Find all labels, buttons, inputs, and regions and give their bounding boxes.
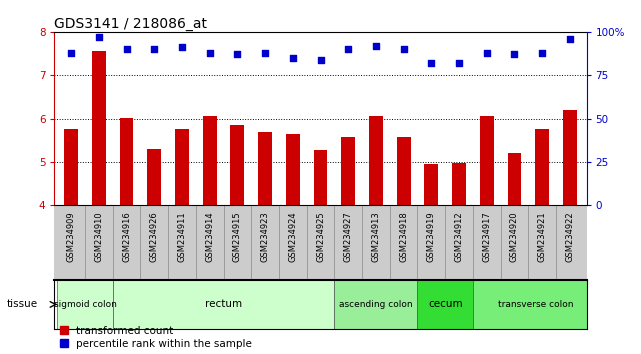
Text: GSM234910: GSM234910 <box>94 211 103 262</box>
Text: GSM234909: GSM234909 <box>67 211 76 262</box>
Point <box>399 46 409 52</box>
Text: GSM234925: GSM234925 <box>316 211 325 262</box>
Bar <box>397 137 410 205</box>
Text: GSM234915: GSM234915 <box>233 211 242 262</box>
Bar <box>480 115 494 205</box>
Bar <box>147 149 161 205</box>
Text: GSM234923: GSM234923 <box>261 211 270 262</box>
Point <box>260 50 271 56</box>
FancyBboxPatch shape <box>57 280 113 329</box>
Text: GDS3141 / 218086_at: GDS3141 / 218086_at <box>54 17 208 31</box>
Text: GSM234927: GSM234927 <box>344 211 353 262</box>
Point <box>315 57 326 62</box>
Text: GSM234913: GSM234913 <box>371 211 380 262</box>
Point <box>426 60 437 66</box>
Legend: transformed count, percentile rank within the sample: transformed count, percentile rank withi… <box>60 326 253 349</box>
Text: GSM234916: GSM234916 <box>122 211 131 262</box>
Point <box>565 36 575 42</box>
Text: sigmoid colon: sigmoid colon <box>54 300 117 309</box>
Point <box>94 34 104 40</box>
Point <box>481 50 492 56</box>
Bar <box>341 137 355 205</box>
Text: GSM234911: GSM234911 <box>178 211 187 262</box>
Text: GSM234920: GSM234920 <box>510 211 519 262</box>
Point <box>288 55 298 61</box>
Text: GSM234924: GSM234924 <box>288 211 297 262</box>
Text: rectum: rectum <box>205 299 242 309</box>
Text: transverse colon: transverse colon <box>497 300 573 309</box>
Point <box>177 45 187 50</box>
FancyBboxPatch shape <box>335 280 417 329</box>
Bar <box>175 130 189 205</box>
Text: GSM234926: GSM234926 <box>150 211 159 262</box>
Point <box>149 46 160 52</box>
Point <box>454 60 464 66</box>
Bar <box>258 132 272 205</box>
Bar <box>424 164 438 205</box>
Bar <box>535 130 549 205</box>
Point <box>66 50 76 56</box>
FancyBboxPatch shape <box>113 280 335 329</box>
Bar <box>313 150 328 205</box>
Point <box>537 50 547 56</box>
Bar <box>231 125 244 205</box>
Point <box>232 52 242 57</box>
Bar <box>92 51 106 205</box>
Bar <box>508 153 521 205</box>
Text: GSM234914: GSM234914 <box>205 211 214 262</box>
Text: tissue: tissue <box>6 299 38 309</box>
Point <box>343 46 353 52</box>
Bar <box>286 134 300 205</box>
Bar <box>563 110 577 205</box>
Point <box>204 50 215 56</box>
Text: GSM234919: GSM234919 <box>427 211 436 262</box>
Bar <box>120 118 133 205</box>
Text: GSM234917: GSM234917 <box>482 211 491 262</box>
Point <box>121 46 131 52</box>
Text: GSM234918: GSM234918 <box>399 211 408 262</box>
Point <box>370 43 381 48</box>
Bar <box>203 116 217 205</box>
FancyBboxPatch shape <box>473 280 597 329</box>
Text: GSM234922: GSM234922 <box>565 211 574 262</box>
FancyBboxPatch shape <box>417 280 473 329</box>
Bar <box>452 163 466 205</box>
Text: ascending colon: ascending colon <box>339 300 413 309</box>
Point <box>510 52 520 57</box>
Bar <box>64 130 78 205</box>
Bar <box>369 116 383 205</box>
Text: cecum: cecum <box>428 299 463 309</box>
Text: GSM234921: GSM234921 <box>538 211 547 262</box>
Text: GSM234912: GSM234912 <box>454 211 463 262</box>
